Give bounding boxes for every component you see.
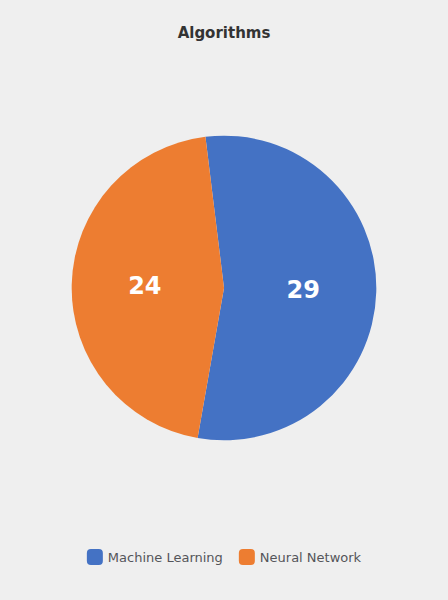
svg-text:24: 24 xyxy=(128,272,161,300)
svg-text:Algorithms: Algorithms xyxy=(178,24,271,42)
svg-text:Neural Network: Neural Network xyxy=(260,550,362,565)
svg-text:29: 29 xyxy=(286,276,319,304)
svg-text:Machine Learning: Machine Learning xyxy=(108,550,223,565)
